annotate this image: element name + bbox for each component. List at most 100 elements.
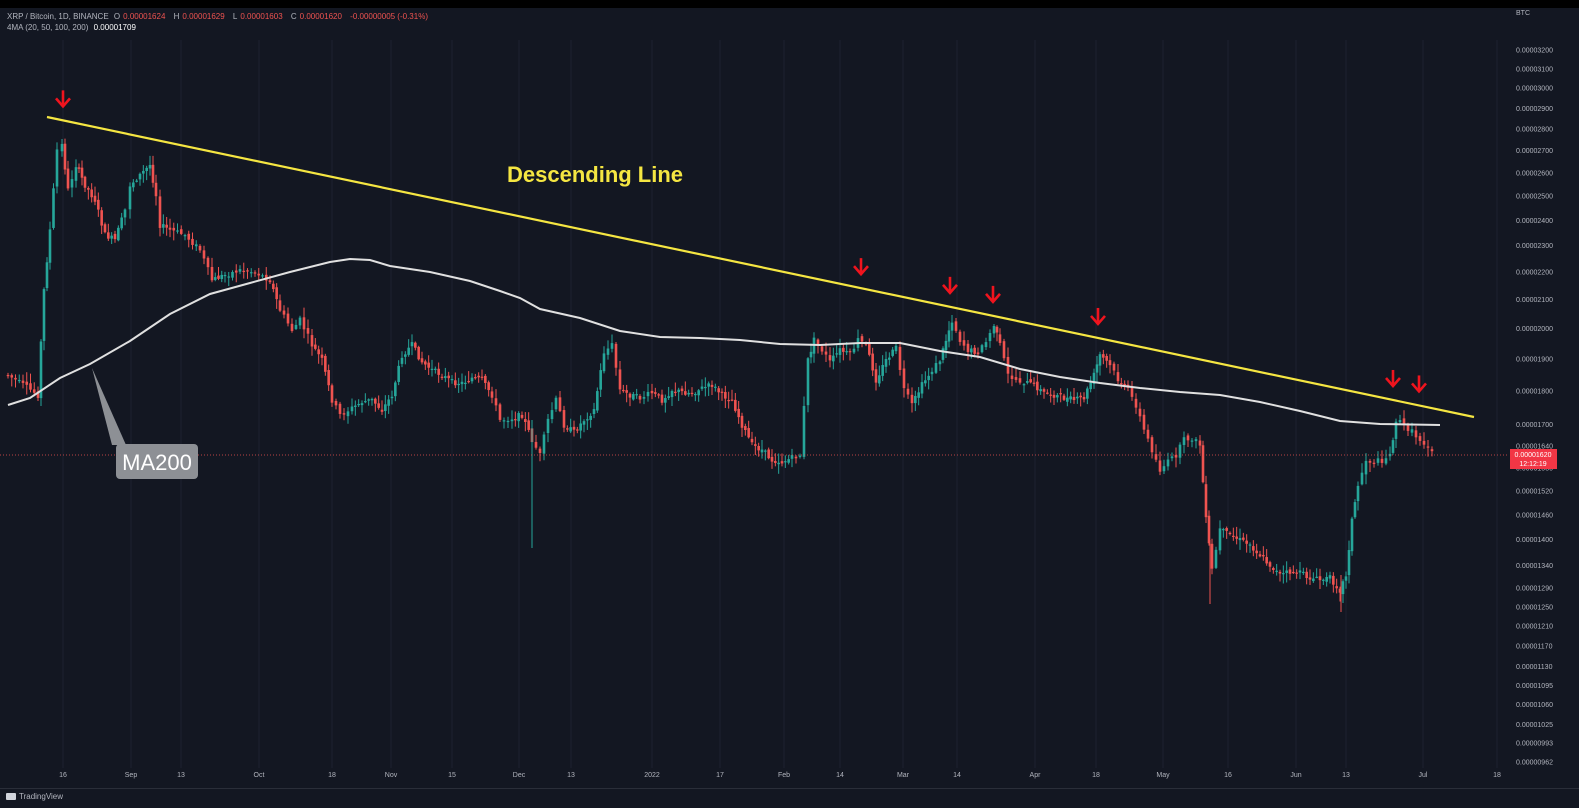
price-chart[interactable]: Descending Line MA200 0.00003200 0.000031… [0, 0, 1579, 788]
candle [534, 434, 538, 450]
candle [714, 383, 717, 392]
candle [154, 174, 158, 206]
candle [1388, 446, 1392, 461]
time-axis[interactable]: 16 Sep 13 Oct 18 Nov 15 Dec 13 2022 17 Feb 14 Mar 14 Ap… [59, 772, 1501, 779]
candle [1347, 540, 1351, 584]
candle [1332, 572, 1335, 593]
price-tick-label: 0.00001700 [1516, 422, 1553, 429]
chart-legend: XRP / Bitcoin, 1D, BINANCE O 0.00001624 H… [7, 11, 431, 33]
descending-line-label: Descending Line [507, 162, 683, 187]
candle [338, 401, 342, 419]
candle [944, 334, 948, 358]
resistance-arrow-icon [985, 285, 1001, 304]
candle [941, 346, 945, 364]
gridlines [62, 40, 1498, 768]
last-price-tag-value: 0.00001620 [1515, 452, 1552, 459]
candle [592, 402, 596, 419]
candle [884, 351, 888, 373]
price-axis[interactable]: 0.00003200 0.00003100 0.00003000 0.00002900… [1516, 48, 1553, 767]
last-price-tag-box [1510, 449, 1557, 469]
candle [642, 391, 646, 405]
candle [1059, 388, 1062, 403]
candle [790, 448, 794, 468]
candle [80, 160, 84, 186]
price-tick-label: 0.00002600 [1516, 171, 1553, 178]
candle [684, 381, 687, 396]
candle [835, 345, 838, 358]
last-price-tag: 0.00001620 12:12:19 [1510, 449, 1557, 469]
candle [1350, 516, 1354, 556]
candle [1207, 510, 1211, 546]
price-tick-label: 0.00000962 [1516, 760, 1553, 767]
candle [582, 419, 586, 433]
candle [506, 416, 510, 429]
candle [1036, 374, 1039, 396]
candle [206, 256, 210, 275]
candle [334, 398, 338, 410]
candle [724, 385, 727, 409]
candle [407, 339, 410, 357]
candle [1095, 356, 1099, 383]
candle [132, 179, 135, 192]
candle [464, 375, 467, 390]
candle [306, 319, 310, 344]
candle [278, 294, 282, 313]
candle [770, 449, 774, 469]
candle [1066, 388, 1069, 407]
candle [176, 223, 179, 234]
candle [697, 389, 700, 402]
candle [74, 159, 78, 188]
ma200-callout-text: MA200 [122, 450, 192, 475]
candle [1414, 425, 1418, 445]
candle [1146, 424, 1150, 443]
candle [1341, 579, 1345, 604]
candle [950, 314, 954, 341]
candle [694, 392, 697, 402]
candle [924, 371, 927, 387]
candle [350, 398, 354, 415]
candle [1182, 431, 1186, 454]
candle [1072, 388, 1076, 404]
candle [878, 365, 881, 387]
candle [103, 222, 107, 234]
candle [1238, 528, 1242, 550]
candle [324, 353, 327, 376]
top-bar [0, 0, 1579, 8]
candle [1018, 371, 1022, 385]
time-tick-label: 2022 [644, 772, 660, 779]
candle [767, 447, 770, 460]
candle [1112, 361, 1116, 376]
candle [1335, 578, 1338, 594]
candle [498, 402, 502, 423]
candle [1108, 354, 1112, 374]
candle [25, 372, 29, 395]
price-tick-label: 0.00001170 [1516, 644, 1553, 651]
indicator-label[interactable]: 4MA (20, 50, 100, 200) [7, 23, 89, 32]
candle [330, 383, 334, 407]
tradingview-logo[interactable]: TradingView [6, 792, 63, 801]
candle [494, 389, 498, 412]
candle [670, 389, 674, 407]
candle [1170, 452, 1174, 462]
candle [1248, 542, 1252, 553]
candle [1082, 392, 1086, 403]
candle [700, 379, 704, 391]
candle [868, 338, 871, 357]
candle [1305, 567, 1308, 585]
descending-trendline[interactable] [46, 115, 1475, 419]
candle [231, 270, 234, 281]
candle [487, 380, 490, 397]
candle [1391, 437, 1395, 455]
candle [998, 328, 1002, 346]
candle [223, 271, 227, 283]
candle [664, 394, 667, 413]
candle [881, 355, 884, 382]
candle [646, 384, 650, 402]
candle [1285, 561, 1288, 583]
price-tick-label: 0.00003100 [1516, 66, 1553, 73]
candle [1086, 386, 1089, 405]
candle [527, 412, 530, 433]
candle [1380, 450, 1384, 468]
candle [238, 265, 242, 275]
symbol-label[interactable]: XRP / Bitcoin, 1D, BINANCE [7, 12, 109, 21]
